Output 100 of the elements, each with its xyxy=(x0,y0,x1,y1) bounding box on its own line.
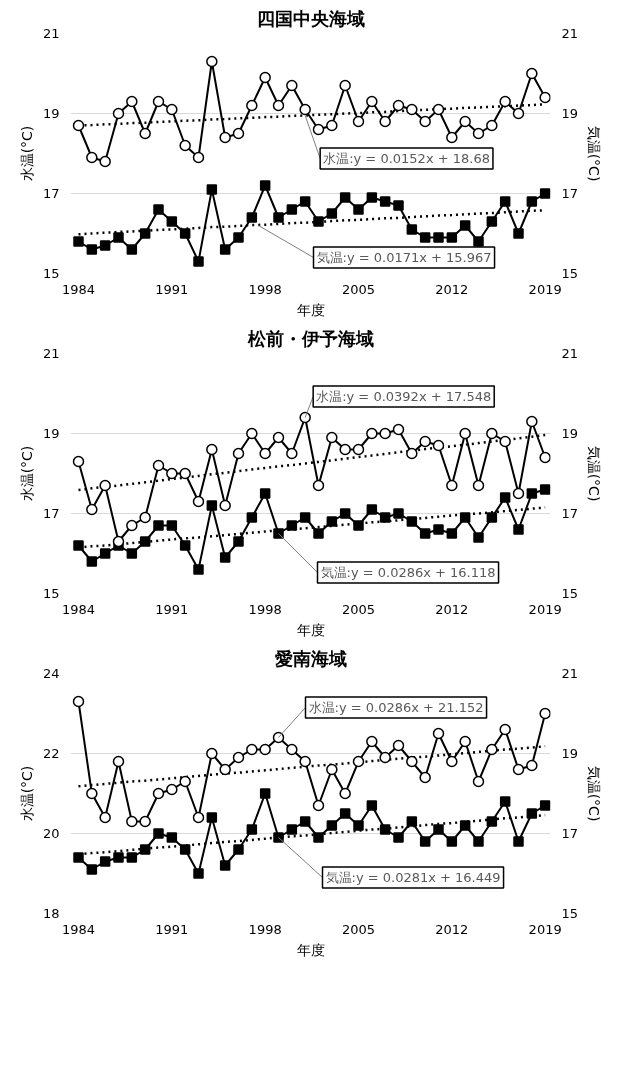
point xyxy=(539,91,551,104)
point xyxy=(299,196,311,207)
point xyxy=(86,151,98,164)
point xyxy=(286,824,298,835)
point xyxy=(299,755,311,768)
point xyxy=(259,488,271,499)
point xyxy=(179,540,191,551)
point xyxy=(539,707,551,720)
point xyxy=(512,763,525,776)
point xyxy=(486,216,498,227)
y2-tick-label: 17 xyxy=(561,826,579,841)
point xyxy=(459,735,471,748)
point xyxy=(446,836,458,847)
point xyxy=(153,204,164,215)
point xyxy=(153,828,164,839)
chart-title: 愛南海域 xyxy=(274,647,347,669)
point xyxy=(299,512,311,523)
point xyxy=(192,151,205,164)
point xyxy=(139,228,151,239)
y2-tick-label: 19 xyxy=(561,746,579,761)
point xyxy=(152,95,165,108)
x-axis-title: 年度 xyxy=(296,301,325,318)
point xyxy=(406,755,418,768)
point xyxy=(233,536,244,547)
point xyxy=(86,244,98,255)
point xyxy=(539,188,551,199)
point xyxy=(472,775,485,788)
y2-tick-label: 21 xyxy=(561,346,579,361)
x-tick-label: 2012 xyxy=(435,601,469,617)
point xyxy=(513,228,524,239)
point xyxy=(259,71,271,84)
point xyxy=(446,131,458,144)
point xyxy=(352,115,365,128)
annotation: 気温:y = 0.0171x + 15.967 xyxy=(316,250,492,265)
point xyxy=(166,103,178,116)
point xyxy=(499,435,511,448)
y2-tick-label: 21 xyxy=(561,26,579,41)
point xyxy=(432,727,445,740)
point xyxy=(273,212,284,223)
x-tick-label: 2005 xyxy=(341,281,376,297)
x-tick-label: 2019 xyxy=(528,601,562,617)
point xyxy=(153,520,164,531)
point xyxy=(366,800,378,811)
x-tick-label: 2012 xyxy=(435,921,469,937)
point xyxy=(152,787,165,800)
x-tick-label: 1998 xyxy=(248,601,282,617)
point xyxy=(472,127,485,140)
point xyxy=(339,808,351,819)
point xyxy=(179,467,191,480)
point xyxy=(446,232,458,243)
point xyxy=(193,564,204,575)
point xyxy=(526,808,538,819)
point xyxy=(166,520,178,531)
point xyxy=(259,788,271,799)
point xyxy=(406,516,418,527)
chart-title: 四国中央海域 xyxy=(256,7,365,29)
y-tick-label: 21 xyxy=(42,346,60,361)
point xyxy=(313,216,324,227)
point xyxy=(73,540,84,551)
point xyxy=(353,520,364,531)
point xyxy=(513,836,524,847)
point xyxy=(113,232,124,243)
point xyxy=(72,695,85,708)
point xyxy=(433,232,444,243)
point xyxy=(339,508,351,519)
point xyxy=(499,796,511,807)
y-axis-title: 水温(°C) xyxy=(18,125,35,182)
point xyxy=(86,787,98,800)
annotation: 気温:y = 0.0286x + 16.118 xyxy=(320,565,496,580)
point xyxy=(513,524,524,535)
point xyxy=(299,816,311,827)
point xyxy=(259,743,271,756)
point xyxy=(526,488,538,499)
point xyxy=(312,799,325,812)
point xyxy=(312,123,325,136)
point xyxy=(379,115,391,128)
point xyxy=(179,775,191,788)
y-tick-label: 19 xyxy=(42,426,60,441)
point xyxy=(113,852,124,863)
point xyxy=(299,411,311,424)
chart-title: 松前・伊予海域 xyxy=(246,327,374,349)
y2-tick-label: 15 xyxy=(561,266,579,281)
point xyxy=(286,79,298,92)
point xyxy=(273,528,284,539)
point xyxy=(393,832,404,843)
x-tick-label: 1984 xyxy=(61,921,96,937)
point xyxy=(166,832,178,843)
point xyxy=(259,180,271,191)
point xyxy=(339,79,351,92)
point xyxy=(313,528,324,539)
point xyxy=(339,443,351,456)
point xyxy=(352,443,365,456)
point xyxy=(99,479,111,492)
y-tick-label: 21 xyxy=(42,26,60,41)
point xyxy=(326,431,338,444)
annotation: 気温:y = 0.0281x + 16.449 xyxy=(325,870,501,885)
point xyxy=(473,236,484,247)
point xyxy=(392,99,405,112)
point xyxy=(179,228,191,239)
point xyxy=(392,423,405,436)
